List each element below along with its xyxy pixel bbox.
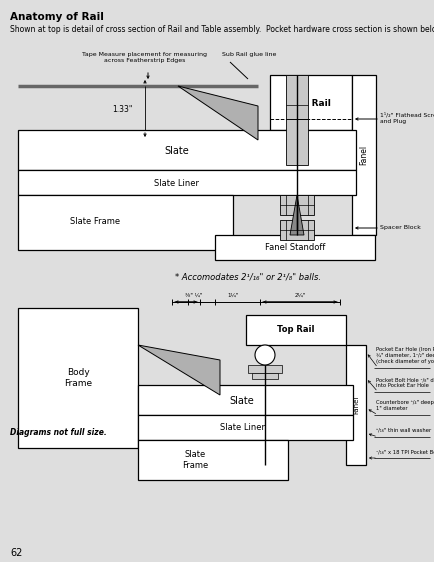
Text: 62: 62 <box>10 548 23 558</box>
Text: Spacer Block: Spacer Block <box>380 225 421 230</box>
Bar <box>138 385 353 415</box>
Text: Slate
Frame: Slate Frame <box>182 450 208 470</box>
Text: * Accomodates 2¹/₁₆" or 2¹/₈" balls.: * Accomodates 2¹/₁₆" or 2¹/₈" balls. <box>175 272 321 281</box>
Text: 2¼": 2¼" <box>294 293 306 298</box>
Text: Body
Frame: Body Frame <box>64 368 92 388</box>
Polygon shape <box>178 86 258 140</box>
Bar <box>286 75 308 165</box>
Text: 1.33": 1.33" <box>113 106 133 115</box>
Text: Diagrams not full size.: Diagrams not full size. <box>10 428 107 437</box>
Bar <box>215 235 375 260</box>
Text: ³/₁₆" thin wall washer: ³/₁₆" thin wall washer <box>376 428 431 433</box>
Text: Slate Frame: Slate Frame <box>70 217 120 226</box>
Bar <box>352 75 376 235</box>
Text: Slate Liner: Slate Liner <box>155 179 200 188</box>
Bar <box>280 220 314 240</box>
Text: Fanel: Fanel <box>359 145 368 165</box>
Text: Slate: Slate <box>164 146 189 156</box>
Polygon shape <box>290 195 304 235</box>
Text: Slate: Slate <box>230 396 254 406</box>
Text: ⁷/₁₆" x 18 TPI Pocket Bolt: ⁷/₁₆" x 18 TPI Pocket Bolt <box>376 449 434 454</box>
Bar <box>18 195 233 250</box>
Circle shape <box>255 345 275 365</box>
Bar <box>18 308 138 448</box>
Text: Pocket Bolt Hole ⁷/₈" diameter,
into Pocket Ear Hole: Pocket Bolt Hole ⁷/₈" diameter, into Poc… <box>376 377 434 388</box>
Bar <box>18 170 356 195</box>
Bar <box>252 373 278 379</box>
Text: Shown at top is detail of cross section of Rail and Table assembly.  Pocket hard: Shown at top is detail of cross section … <box>10 25 434 34</box>
Text: 1¼": 1¼" <box>227 293 239 298</box>
Text: ⅜" ¼": ⅜" ¼" <box>185 293 203 298</box>
Text: Counterbore ³/₄" deep
1" diameter: Counterbore ³/₄" deep 1" diameter <box>376 400 434 411</box>
Bar <box>246 315 346 345</box>
Text: 1¹/₂" Flathead Screw
and Plug: 1¹/₂" Flathead Screw and Plug <box>380 112 434 124</box>
Bar <box>138 415 353 440</box>
Text: Pocket Ear Hole (Iron Pin Hole)
¾" diameter, 1¹/₂" deep
(check diameter of your : Pocket Ear Hole (Iron Pin Hole) ¾" diame… <box>376 347 434 364</box>
Text: Top Rail: Top Rail <box>277 325 315 334</box>
Text: Fanel: Fanel <box>353 396 359 414</box>
Bar <box>270 75 352 130</box>
Text: Anatomy of Rail: Anatomy of Rail <box>10 12 104 22</box>
Bar <box>280 195 314 215</box>
Bar <box>138 440 288 480</box>
Text: Fanel Standoff: Fanel Standoff <box>265 243 325 252</box>
Bar <box>18 130 356 170</box>
Bar <box>248 365 282 373</box>
Polygon shape <box>138 345 220 395</box>
Text: Sub Rail glue line: Sub Rail glue line <box>222 52 276 57</box>
Bar <box>346 345 366 465</box>
Text: Top Rail: Top Rail <box>291 99 331 108</box>
Text: Slate Liner: Slate Liner <box>220 424 264 433</box>
Text: Tape Measure placement for measuring
across Featherstrip Edges: Tape Measure placement for measuring acr… <box>82 52 207 63</box>
